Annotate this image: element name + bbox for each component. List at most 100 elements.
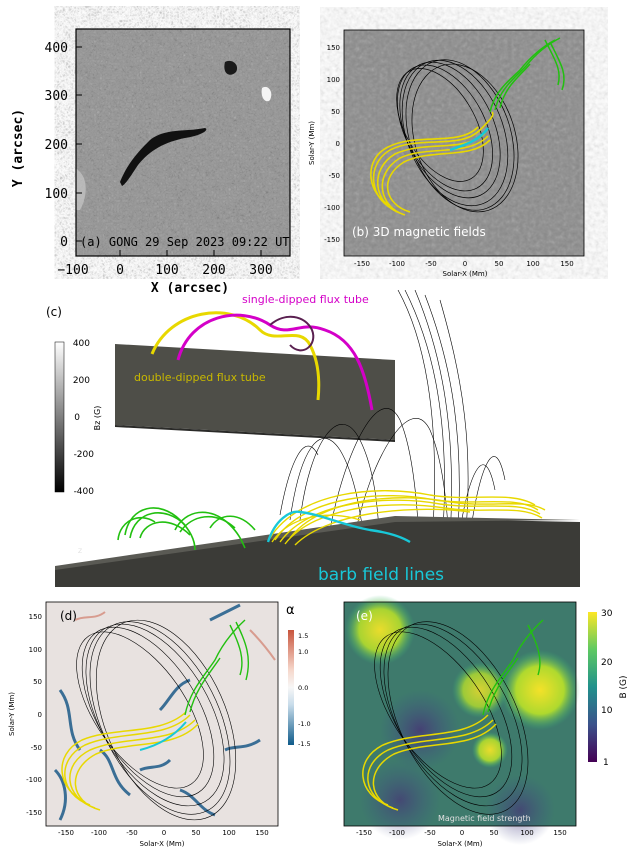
- xlabel: Solar-X (Mm): [443, 270, 488, 278]
- xtick: -150: [354, 260, 370, 268]
- cbar-tick: 0: [74, 413, 80, 423]
- axis-indicator: Z: [78, 548, 82, 555]
- inset-plane: [115, 344, 395, 440]
- ytick: -150: [26, 809, 42, 817]
- ytick: 100: [327, 76, 340, 84]
- cbar-tick: 30: [601, 609, 613, 619]
- cbar-tick: 1.0: [298, 648, 308, 656]
- panel-b: 150 100 50 0 -50 -100 -150 -150 -100 -50…: [300, 0, 635, 300]
- filament-patch: [120, 128, 207, 186]
- cbar-tick: 10: [601, 706, 613, 716]
- tall-black-lines: [279, 290, 506, 566]
- double-dipped-label: double-dipped flux tube: [134, 371, 266, 384]
- ytick: 100: [29, 646, 42, 654]
- xtick: -50: [126, 829, 137, 837]
- panel-a-label: (a) GONG 29 Sep 2023 09:22 UT: [80, 235, 290, 249]
- xtick: 0: [116, 263, 124, 278]
- panel-c-label: (c): [46, 305, 62, 319]
- ytick: 200: [45, 138, 68, 153]
- green-field-lines: [489, 37, 565, 113]
- single-dipped-label: single-dipped flux tube: [242, 293, 369, 306]
- cbar-tick: 0.0: [298, 684, 308, 692]
- green-arcade: [117, 507, 256, 551]
- b-colorbar: [588, 612, 597, 762]
- yellow-flux-tube: [61, 711, 199, 811]
- xtick: 0: [463, 260, 467, 268]
- xtick: 100: [520, 829, 533, 837]
- single-dipped-tube: [176, 313, 374, 411]
- panel-b-plot: 150 100 50 0 -50 -100 -150 -150 -100 -50…: [308, 29, 585, 278]
- cbar-tick: 400: [73, 339, 90, 349]
- xtick: 300: [249, 263, 272, 278]
- xtick: 100: [222, 829, 235, 837]
- ytick: 150: [29, 613, 42, 621]
- yellow-flux-tube: [362, 714, 497, 811]
- xlabel: X (arcsec): [151, 281, 229, 296]
- ytick: -100: [26, 776, 42, 784]
- panel-d-label: (d): [60, 609, 77, 623]
- xlabel: Solar-X (Mm): [438, 840, 483, 848]
- xtick: 150: [255, 829, 268, 837]
- ytick: 0: [38, 711, 42, 719]
- ytick: 50: [331, 108, 340, 116]
- panel-b-label: (b) 3D magnetic fields: [352, 225, 486, 239]
- xtick: 50: [495, 260, 504, 268]
- panel-d: 150 100 50 0 -50 -100 -150 -150 -100 -50…: [0, 590, 320, 851]
- ytick: 0: [60, 235, 68, 250]
- xtick: -50: [424, 829, 435, 837]
- xtick: -50: [425, 260, 436, 268]
- panel-a-plot: 400 300 200 100 0 −100 0 100 200 300 X (…: [11, 28, 291, 296]
- map-caption: Magnetic field strength: [438, 814, 531, 823]
- xtick: -100: [389, 829, 405, 837]
- cbar-tick: 200: [73, 376, 90, 386]
- xtick: 150: [560, 260, 573, 268]
- ytick: 0: [336, 140, 340, 148]
- xtick: 150: [553, 829, 566, 837]
- xtick: 100: [155, 263, 178, 278]
- xtick: 200: [202, 263, 225, 278]
- cbar-tick: -1.0: [298, 720, 311, 728]
- panel-c-scene: (c) single-dipped flux tube double-dippe…: [46, 290, 580, 587]
- cbar-tick: 20: [601, 658, 613, 668]
- xtick: 0: [162, 829, 166, 837]
- cyan-barb-lines: [449, 127, 490, 152]
- ytick: -50: [329, 172, 340, 180]
- yellow-arcade: [269, 490, 546, 546]
- cbar-tick: 1.5: [298, 632, 308, 640]
- cyan-barb-lines: [266, 510, 411, 544]
- xtick: −100: [57, 263, 88, 278]
- ytick: 50: [33, 678, 42, 686]
- base-plane: [55, 518, 580, 587]
- panel-a: 400 300 200 100 0 −100 0 100 200 300 X (…: [0, 0, 300, 300]
- yellow-flux-tube: [370, 111, 494, 216]
- ytick: -100: [324, 204, 340, 212]
- green-field-lines: [482, 619, 544, 716]
- xtick: 50: [490, 829, 499, 837]
- alpha-colorbar: [288, 630, 294, 745]
- xtick: 0: [460, 829, 464, 837]
- panel-c: (c) single-dipped flux tube double-dippe…: [0, 290, 635, 590]
- ytick: 300: [45, 89, 68, 104]
- cbar-tick: -200: [74, 450, 95, 460]
- ylabel: Y (arcsec): [11, 109, 26, 187]
- ytick: 400: [45, 41, 68, 56]
- ytick: 150: [327, 44, 340, 52]
- cbar-tick: -1.5: [298, 740, 311, 748]
- ylabel: Solar-Y (Mm): [8, 692, 16, 736]
- xtick: -150: [356, 829, 372, 837]
- bz-colorbar: [54, 341, 65, 493]
- barb-label: barb field lines: [318, 565, 444, 585]
- ylabel: Solar-Y (Mm): [308, 121, 316, 165]
- green-field-lines: [184, 619, 250, 716]
- panel-e: (e) Magnetic field strength -150 -100 -5…: [320, 590, 635, 851]
- double-dipped-tube: [150, 311, 321, 401]
- alpha-map: [46, 602, 278, 826]
- alpha-label: α: [286, 603, 295, 618]
- xtick: -150: [58, 829, 74, 837]
- b-label: B (G): [619, 675, 629, 698]
- xtick: 50: [192, 829, 201, 837]
- bz-label: Bz (G): [93, 406, 102, 431]
- xtick: -100: [389, 260, 405, 268]
- cbar-tick: -400: [74, 487, 95, 497]
- panel-d-plot: 150 100 50 0 -50 -100 -150 -150 -100 -50…: [8, 601, 311, 848]
